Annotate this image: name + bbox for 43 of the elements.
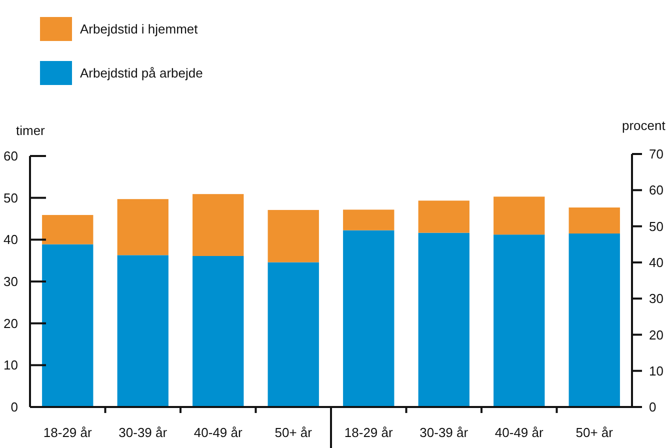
bar	[192, 194, 244, 256]
x-tick-label: 30-39 år	[420, 425, 469, 440]
y2-tick-label: 10	[649, 363, 664, 378]
legend-label: Arbejdstid i hjemmet	[80, 22, 198, 37]
bar	[268, 262, 319, 407]
y2-tick-label: 20	[649, 327, 664, 342]
y2-tick-label: 0	[649, 400, 656, 415]
y2-tick-label: 30	[649, 291, 664, 306]
y-tick-label: 40	[4, 232, 18, 248]
bar	[494, 196, 545, 235]
x-tick-label: 50+ år	[274, 425, 313, 440]
y-tick-label: 50	[4, 190, 18, 206]
bar	[343, 230, 394, 407]
bar	[268, 210, 319, 262]
bar	[418, 200, 470, 233]
x-tick-label: 30-39 år	[118, 425, 168, 440]
y-tick-label: 20	[4, 316, 18, 331]
x-tick-label: 18-29 år	[43, 425, 93, 440]
y2-tick-label: 70	[649, 146, 664, 162]
x-tick-label: 18-29 år	[344, 425, 394, 440]
x-tick-label: 50+ år	[576, 425, 614, 440]
x-tick-label: 40-49 år	[194, 425, 244, 440]
y-tick-label: 60	[4, 148, 18, 164]
bar	[343, 210, 394, 230]
bar	[42, 244, 94, 407]
y2-tick-label: 60	[649, 182, 664, 198]
y-tick-label: 30	[4, 274, 18, 290]
y-tick-label: 0	[10, 400, 18, 415]
bar	[117, 255, 168, 407]
y-axis-title: timer	[16, 123, 46, 138]
bar	[568, 234, 620, 407]
bar	[568, 207, 620, 234]
y2-tick-label: 40	[649, 254, 664, 270]
x-tick-label: 40-49 år	[494, 425, 544, 440]
y-tick-label: 10	[4, 358, 18, 373]
y2-tick-label: 50	[649, 218, 664, 234]
y2-axis-title: procent	[622, 118, 666, 133]
bar	[42, 214, 94, 244]
bar	[192, 256, 244, 407]
legend-label: Arbejdstid på arbejde	[80, 66, 203, 81]
bar	[117, 199, 168, 256]
bar	[418, 232, 470, 407]
bar	[494, 234, 545, 407]
